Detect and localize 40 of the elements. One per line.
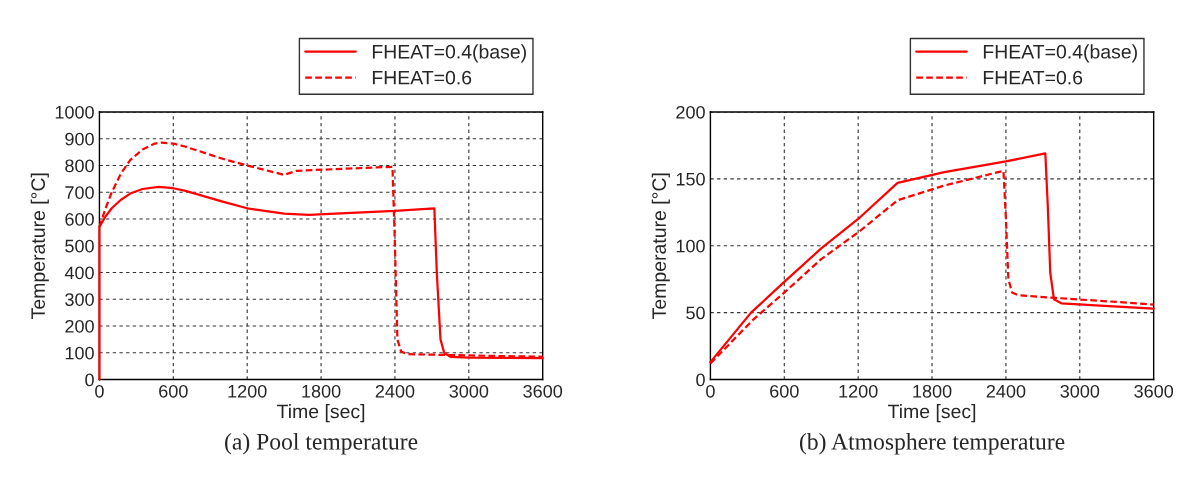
x-tick-label: 1800 [913, 384, 952, 398]
y-tick-label: 900 [65, 132, 94, 146]
y-tick-label: 400 [64, 266, 94, 280]
y-tick-label: 50 [686, 306, 705, 320]
x-tick-label: 0 [95, 384, 104, 398]
x-tick-label: 1200 [228, 384, 267, 398]
y-tick-label: 300 [65, 293, 94, 306]
y-tick-label: 500 [65, 239, 94, 253]
legend-label: FHEAT=0.4(base) [983, 44, 1137, 63]
x-tick-label: 3000 [1060, 384, 1100, 398]
y-tick-label: 150 [676, 172, 705, 186]
x-tick-label: 0 [706, 384, 715, 398]
x-tick-label: 1200 [839, 384, 878, 398]
x-tick-label: 1800 [302, 384, 341, 398]
text: (a) Pool temperature [225, 433, 418, 455]
x-axis-title: Time [sec] [888, 404, 976, 423]
x-tick-label: 3600 [1134, 384, 1174, 398]
y-tick-label: 100 [65, 346, 94, 360]
y-tick-label: 200 [65, 319, 94, 333]
x-tick-label: 3600 [523, 384, 563, 398]
y-tick-label: 0 [696, 373, 705, 387]
y-tick-label: 1000 [55, 105, 94, 119]
y-axis-title: Temperature [°C] [651, 173, 670, 319]
y-tick-label: 800 [65, 159, 94, 173]
legend-label: FHEAT=0.4(base) [372, 44, 526, 63]
legend-label: FHEAT=0.6 [372, 70, 472, 85]
x-tick-label: 3000 [449, 384, 489, 398]
x-tick-label: 600 [770, 384, 799, 398]
y-tick-label: 700 [65, 186, 94, 199]
y-axis-title: Temperature [°C] [30, 173, 49, 319]
text: (b) Atmosphere temperature [799, 433, 1065, 455]
y-tick-label: 0 [85, 373, 94, 387]
y-tick-label: 600 [65, 212, 94, 226]
y-tick-label: 100 [676, 239, 705, 253]
x-tick-label: 2400 [375, 384, 415, 398]
x-tick-label: 2400 [986, 384, 1026, 398]
y-tick-label: 200 [676, 105, 705, 119]
legend-label: FHEAT=0.6 [983, 70, 1083, 85]
x-tick-label: 600 [159, 384, 188, 398]
x-axis-title: Time [sec] [277, 404, 365, 423]
